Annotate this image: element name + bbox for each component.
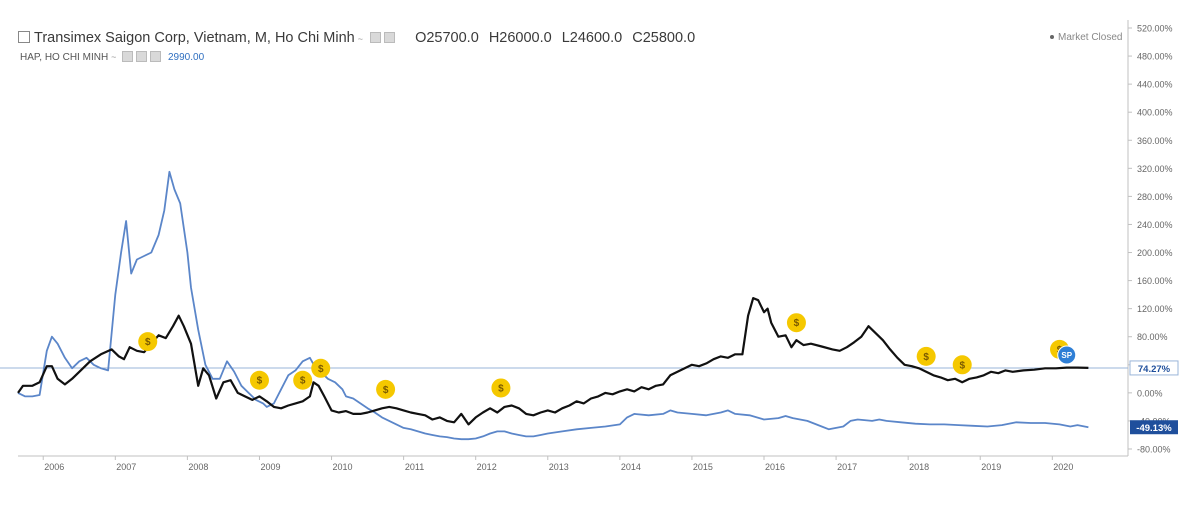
end-label-text: -49.13% [1136, 423, 1172, 434]
chevron-down-icon[interactable]: ~ [357, 34, 364, 44]
y-tick-label: 320.00% [1137, 164, 1173, 174]
x-tick-label: 2019 [981, 462, 1001, 472]
x-tick-label: 2012 [477, 462, 497, 472]
y-tick-label: 0.00% [1137, 388, 1163, 398]
dividend-marker: $ [376, 379, 396, 399]
dividend-dot [491, 378, 511, 398]
dividend-symbol: $ [318, 364, 324, 375]
y-tick-label: 280.00% [1137, 192, 1173, 202]
dividend-marker: $ [138, 332, 158, 352]
y-tick-label: 480.00% [1137, 52, 1173, 62]
split-marker: SP [1057, 345, 1077, 365]
collapse-icon[interactable] [18, 31, 30, 44]
x-tick-label: 2014 [621, 462, 641, 472]
close-icon[interactable] [150, 51, 162, 62]
market-status-text: Market Closed [1058, 32, 1123, 43]
series-line-black [17, 297, 1089, 426]
dividend-dot [249, 370, 269, 390]
x-tick-label: 2007 [116, 462, 136, 472]
eye-icon[interactable] [122, 51, 134, 62]
split-symbol: SP [1061, 351, 1072, 360]
dividend-marker: $ [249, 370, 269, 390]
x-tick-label: 2006 [44, 462, 64, 472]
compare-value: 2990.00 [168, 52, 205, 64]
compare-legend: HAP, HO CHI MINH ~ 2990.00 [20, 51, 205, 64]
chart-title: Transimex Saigon Corp, Vietnam, M, Ho Ch… [34, 30, 355, 46]
x-tick-label: 2016 [765, 462, 785, 472]
dividend-marker: $ [293, 370, 313, 390]
dividend-marker: $ [491, 378, 511, 398]
compare-symbol: HAP, HO CHI MINH [20, 52, 109, 64]
dividend-dot [916, 346, 936, 366]
end-label-text: 74.27% [1138, 364, 1171, 375]
dividend-dot [311, 358, 331, 378]
dividend-marker: $ [311, 358, 331, 378]
dividend-marker: $ [952, 355, 972, 375]
dividend-symbol: $ [794, 318, 800, 329]
dividend-symbol: $ [300, 376, 306, 387]
close-value: C25800.0 [632, 30, 696, 46]
y-tick-label: -80.00% [1137, 444, 1171, 454]
y-tick-label: 520.00% [1137, 24, 1173, 34]
end-label-blue: -49.13% [1130, 420, 1178, 435]
low-value: L24600.0 [561, 30, 623, 46]
dividend-symbol: $ [383, 385, 389, 396]
y-tick-label: 200.00% [1137, 248, 1173, 258]
y-tick-label: 160.00% [1137, 276, 1173, 286]
settings-icon[interactable] [136, 51, 148, 62]
dividend-symbol: $ [959, 360, 965, 371]
end-label-box [1129, 360, 1179, 376]
market-status: Market Closed [1050, 32, 1122, 43]
dividend-marker: $ [786, 313, 806, 333]
end-label-black: 74.27% [1129, 360, 1179, 376]
y-tick-label: 440.00% [1137, 80, 1173, 90]
x-tick-label: 2013 [549, 462, 569, 472]
x-tick-label: 2020 [1053, 462, 1073, 472]
x-tick-label: 2017 [837, 462, 857, 472]
open-value: O25700.0 [415, 30, 479, 46]
y-tick-label: 80.00% [1137, 332, 1168, 342]
dividend-dot [952, 355, 972, 375]
y-tick-label: 120.00% [1137, 304, 1173, 314]
status-dot-icon [1050, 35, 1054, 40]
high-value: H26000.0 [488, 30, 552, 46]
x-tick-label: 2015 [693, 462, 713, 472]
end-label-box [1130, 420, 1178, 435]
x-tick-label: 2010 [333, 462, 353, 472]
chevron-down-icon[interactable]: ~ [111, 52, 117, 63]
split-dot [1057, 345, 1077, 365]
y-tick-label: 360.00% [1137, 136, 1173, 146]
dividend-symbol: $ [145, 337, 151, 348]
dividend-symbol: $ [923, 352, 929, 363]
y-tick-label: 240.00% [1137, 220, 1173, 230]
x-tick-label: 2008 [188, 462, 208, 472]
dividend-dot [376, 379, 396, 399]
dividend-dot [138, 332, 158, 352]
dividend-marker: $ [916, 346, 936, 366]
dividend-symbol: $ [257, 376, 263, 387]
dividend-dot [786, 313, 806, 333]
y-tick-label: 400.00% [1137, 108, 1173, 118]
chart-header: Transimex Saigon Corp, Vietnam, M, Ho Ch… [18, 30, 695, 46]
dividend-symbol: $ [498, 383, 504, 394]
series-line-blue [17, 170, 1089, 441]
close-icon[interactable] [384, 31, 396, 43]
dividend-dot [293, 370, 313, 390]
x-tick-label: 2011 [405, 462, 424, 472]
x-tick-label: 2018 [909, 462, 929, 472]
settings-icon[interactable] [370, 31, 382, 43]
x-tick-label: 2009 [260, 462, 280, 472]
